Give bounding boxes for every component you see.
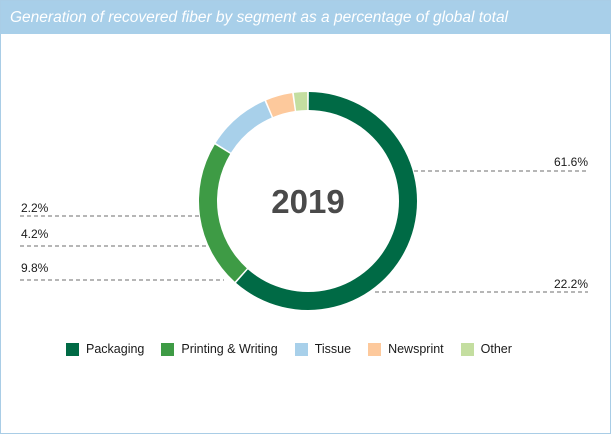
legend-item-newsprint: Newsprint (368, 342, 444, 356)
center-year-label: 2019 (271, 183, 344, 220)
chart-title-bar: Generation of recovered fiber by segment… (1, 1, 610, 34)
legend-item-tissue: Tissue (294, 342, 352, 356)
legend-swatch-packaging (66, 342, 79, 356)
legend-swatch-newsprint (368, 342, 382, 356)
legend-item-packaging: Packaging (66, 342, 144, 356)
slice-tissue (215, 101, 272, 153)
slice-packaging (236, 92, 418, 311)
value-label-packaging: 61.6% (554, 155, 588, 169)
legend-swatch-tissue (294, 342, 308, 356)
legend-item-printing-writing: Printing & Writing (161, 342, 278, 356)
value-label-printing-writing: 22.2% (554, 277, 588, 291)
slice-other (293, 92, 308, 111)
legend-label-tissue: Tissue (314, 342, 352, 356)
legend-label-newsprint: Newsprint (388, 342, 444, 356)
value-label-other: 2.2% (21, 201, 49, 215)
legend-swatch-printing-writing (161, 342, 175, 356)
legend-item-other: Other (460, 342, 512, 356)
legend-label-packaging: Packaging (86, 342, 145, 356)
chart-title: Generation of recovered fiber by segment… (10, 8, 509, 26)
legend-label-printing-writing: Printing & Writing (181, 342, 278, 356)
slice-printing-writing (199, 144, 247, 282)
legend-swatch-other (460, 342, 474, 356)
value-label-tissue: 9.8% (21, 261, 49, 275)
chart-legend: Packaging Printing & Writing Tissue News… (66, 342, 529, 356)
slice-newsprint (266, 93, 295, 117)
legend-label-other: Other (480, 342, 512, 356)
value-label-newsprint: 4.2% (21, 227, 49, 241)
